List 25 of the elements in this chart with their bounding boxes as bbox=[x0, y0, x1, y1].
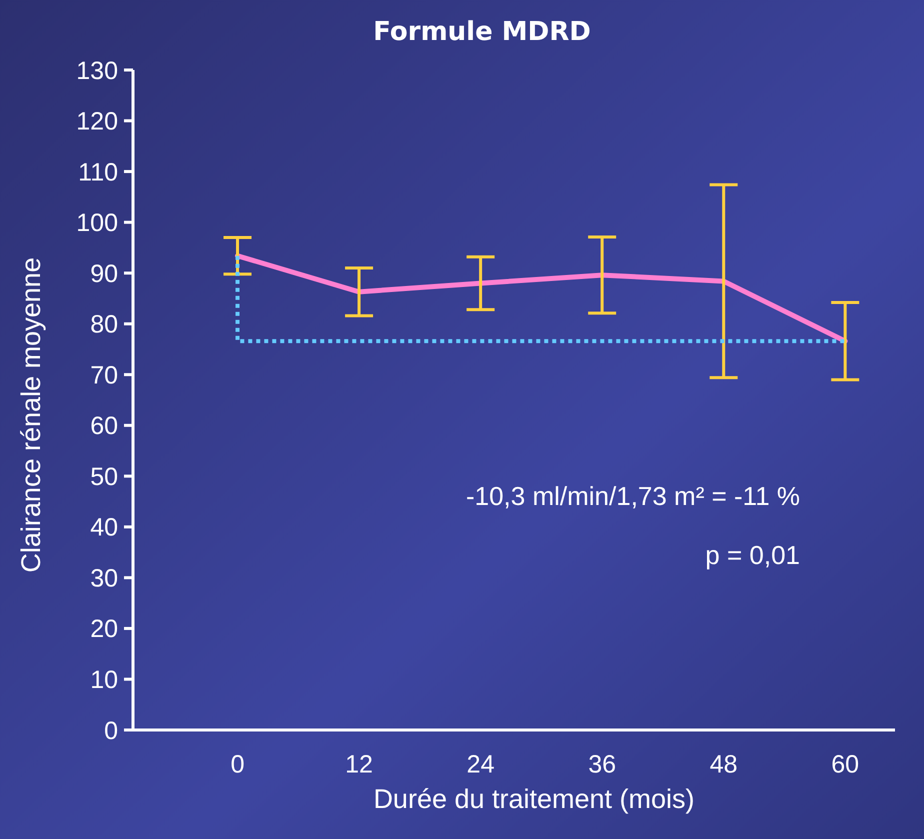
x-axis-title: Durée du traitement (mois) bbox=[373, 784, 695, 814]
y-tick-label: 120 bbox=[76, 108, 118, 136]
y-tick-label: 80 bbox=[90, 310, 118, 339]
chart-title: Formule MDRD bbox=[373, 17, 591, 47]
y-tick-label: 70 bbox=[90, 361, 118, 390]
y-tick-label: 20 bbox=[90, 615, 118, 644]
y-axis-title: Clairance rénale moyenne bbox=[16, 257, 46, 573]
annotation: p = 0,01 bbox=[705, 540, 800, 570]
y-tick-label: 90 bbox=[90, 260, 118, 288]
x-tick-label: 0 bbox=[230, 750, 244, 778]
y-tick-label: 60 bbox=[90, 412, 118, 440]
annotation: -10,3 ml/min/1,73 m² = -11 % bbox=[466, 481, 800, 511]
y-tick-label: 30 bbox=[90, 564, 118, 592]
y-tick-label: 10 bbox=[90, 666, 118, 694]
x-tick-label: 60 bbox=[831, 750, 860, 778]
y-tick-label: 0 bbox=[104, 716, 118, 745]
y-tick-label: 50 bbox=[90, 462, 118, 491]
y-tick-label: 40 bbox=[90, 514, 118, 542]
y-tick-label: 130 bbox=[76, 56, 118, 85]
y-tick-label: 100 bbox=[76, 209, 118, 238]
x-tick-label: 48 bbox=[710, 750, 738, 778]
x-tick-label: 12 bbox=[345, 750, 373, 778]
x-tick-label: 24 bbox=[466, 750, 495, 778]
x-tick-label: 36 bbox=[588, 750, 616, 778]
y-tick-label: 110 bbox=[78, 158, 118, 186]
